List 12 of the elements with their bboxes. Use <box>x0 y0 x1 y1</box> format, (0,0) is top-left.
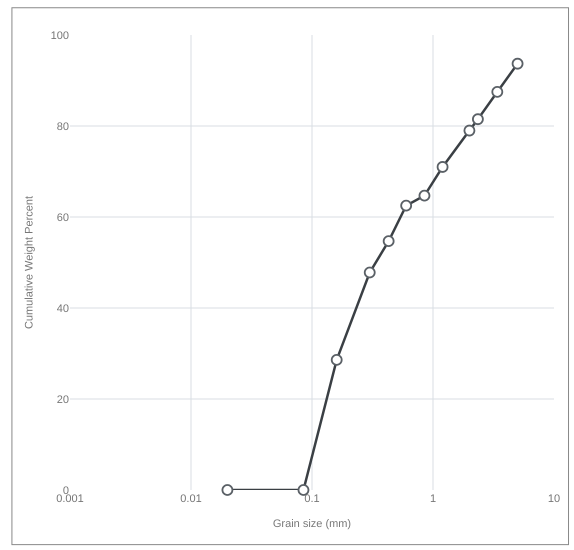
x-tick-label: 1 <box>430 493 436 505</box>
x-tick-label: 10 <box>548 493 560 505</box>
y-tick-label: 100 <box>50 30 69 42</box>
x-tick-label: 0.1 <box>304 493 320 505</box>
y-tick-label: 80 <box>56 120 69 133</box>
y-tick-label: 20 <box>56 394 69 406</box>
x-tick-label: 0.001 <box>56 493 84 505</box>
y-axis-title: Cumulative Weight Percent <box>23 196 36 330</box>
x-tick-label: 0.01 <box>180 493 202 505</box>
x-axis-title: Grain size (mm) <box>272 518 352 530</box>
y-tick-label: 60 <box>56 212 69 224</box>
y-tick-label: 40 <box>56 302 69 315</box>
